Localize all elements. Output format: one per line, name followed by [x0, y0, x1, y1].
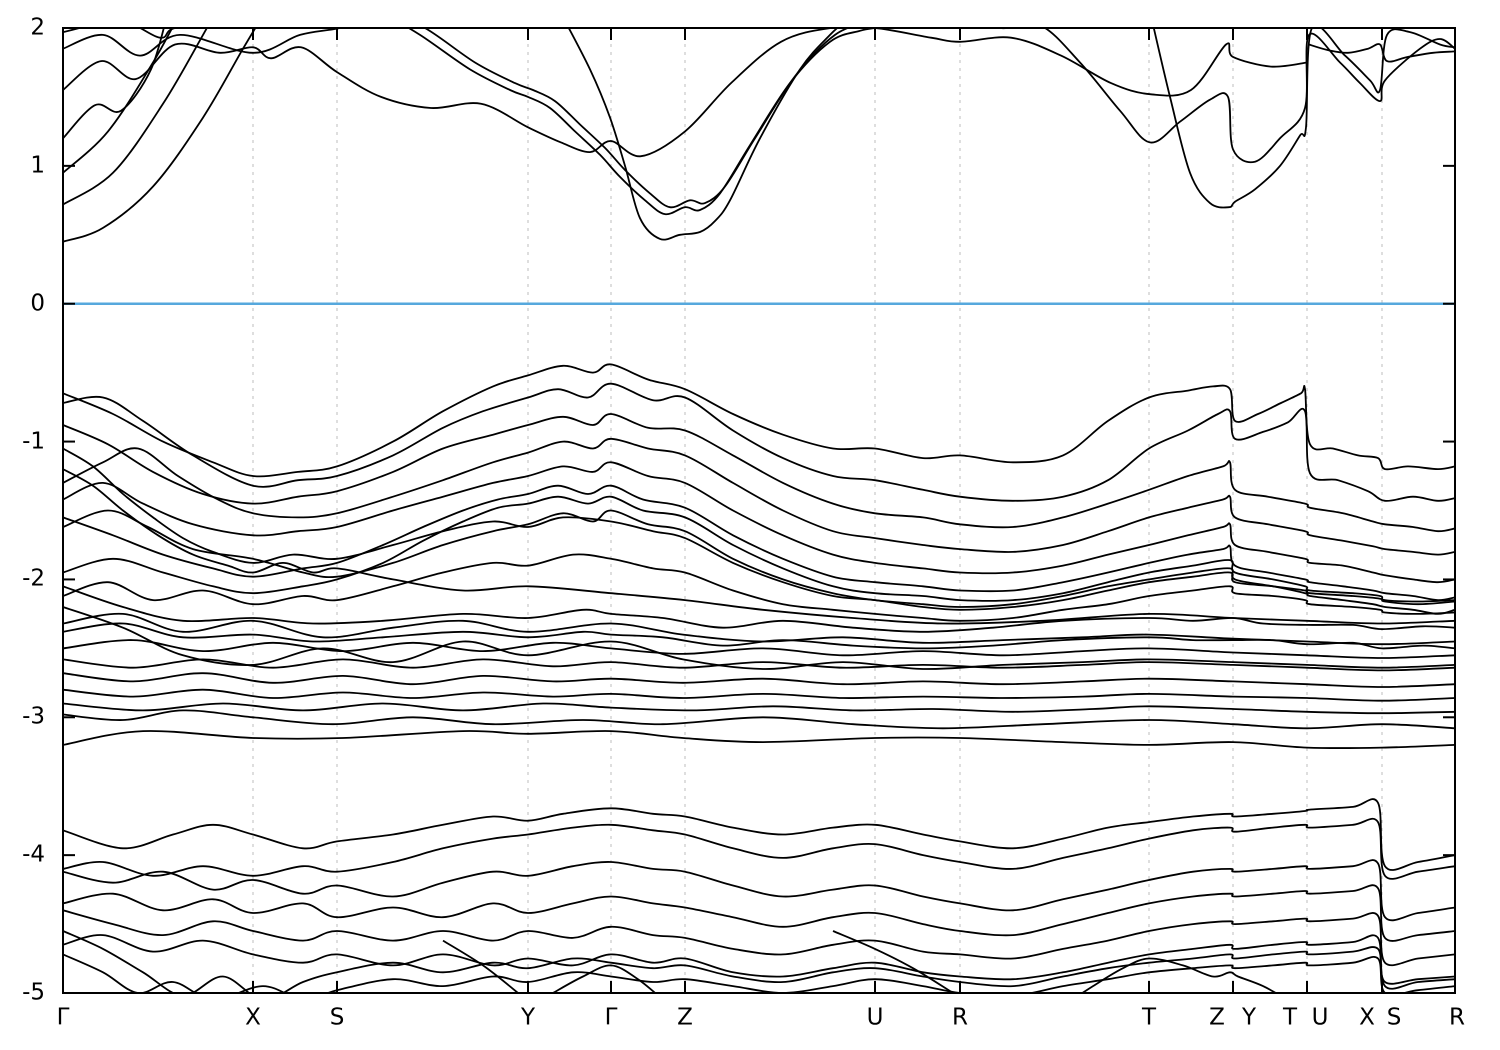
y-tick-label: -4: [22, 841, 45, 868]
band-line: [63, 688, 1455, 702]
y-tick-label: -2: [22, 565, 45, 592]
band-line: [63, 672, 1455, 688]
y-tick-label: -5: [22, 979, 45, 1006]
x-tick-label-kpoint: T: [1282, 1004, 1298, 1031]
band-line: [63, 495, 1455, 603]
band-line: [63, 461, 1455, 584]
band-line: [407, 28, 876, 216]
band-line: [63, 709, 1455, 730]
y-tick-label: 2: [30, 14, 45, 41]
band-line: [63, 606, 1455, 670]
band-line: [63, 930, 1455, 993]
band-line: [63, 28, 208, 206]
band-line: [63, 28, 165, 139]
band-line: [63, 363, 1455, 478]
x-tick-label-kpoint: Γ: [604, 1004, 618, 1031]
x-tick-label-kpoint: S: [1386, 1004, 1402, 1031]
x-tick-label-kpoint: U: [1311, 1004, 1329, 1031]
band-line: [63, 553, 1455, 622]
band-line: [63, 437, 1455, 556]
band-line: [63, 413, 1455, 533]
band-line: [1308, 43, 1455, 63]
plot-frame: [62, 27, 1456, 994]
y-tick-label: 0: [30, 290, 45, 317]
band-line: [63, 730, 1455, 750]
band-line: [63, 702, 1455, 715]
band-line: [995, 28, 1455, 164]
band-line: [63, 28, 345, 57]
band-line: [63, 798, 1455, 871]
band-line: [1080, 957, 1278, 993]
x-tick-label-kpoint: X: [1359, 1004, 1375, 1031]
band-line: [63, 447, 1455, 611]
band-line: [63, 859, 1455, 922]
x-tick-label-kpoint: Z: [1209, 1004, 1225, 1031]
y-tick-label: -3: [22, 703, 45, 730]
x-tick-label-kpoint: Y: [520, 1004, 536, 1031]
band-line: [63, 468, 1455, 625]
band-line: [63, 884, 1455, 942]
band-line: [63, 953, 1455, 993]
x-tick-label-kpoint: T: [1141, 1004, 1157, 1031]
band-line: [1152, 28, 1455, 209]
band-line: [423, 28, 851, 209]
x-tick-label-kpoint: X: [245, 1004, 261, 1031]
bands-group: [63, 28, 1455, 993]
band-line: [63, 28, 257, 243]
band-line: [832, 930, 955, 993]
x-tick-label-kpoint: Γ: [56, 1004, 70, 1031]
x-tick-label-kpoint: U: [866, 1004, 884, 1031]
band-line: [63, 28, 180, 39]
band-line: [63, 658, 1455, 672]
x-tick-label-kpoint: R: [952, 1004, 968, 1031]
x-tick-label-kpoint: Y: [1241, 1004, 1257, 1031]
band-line: [63, 585, 1455, 633]
band-line: [63, 622, 1455, 650]
band-line: [63, 639, 1455, 659]
x-tick-label-kpoint: R: [1449, 1004, 1465, 1031]
x-tick-label-kpoint: S: [329, 1004, 345, 1031]
band-line: [63, 612, 1455, 646]
band-line: [442, 939, 520, 993]
band-line: [63, 934, 1455, 990]
band-line: [63, 382, 1455, 502]
band-line: [63, 817, 1455, 880]
band-line: [63, 909, 1455, 967]
band-line: [63, 28, 1308, 158]
band-line: [567, 28, 839, 241]
x-tick-label-kpoint: Z: [677, 1004, 693, 1031]
band-line: [551, 964, 657, 993]
y-tick-label: 1: [30, 152, 45, 179]
band-line: [63, 509, 1455, 615]
y-tick-label: -1: [22, 428, 45, 455]
band-line: [63, 28, 174, 174]
